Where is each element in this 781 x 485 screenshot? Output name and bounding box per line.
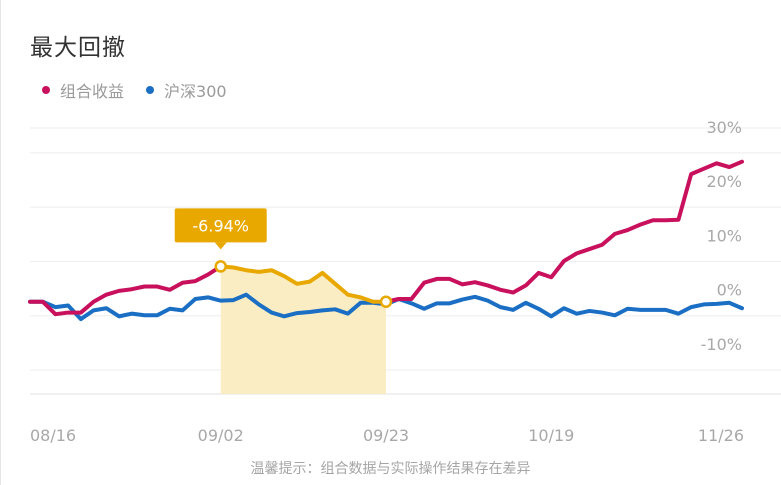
x-tick-label: 09/23: [363, 426, 409, 445]
drawdown-area: [220, 266, 386, 394]
left-divider: [0, 0, 1, 485]
drawdown-tooltip-pointer: [214, 242, 227, 250]
legend-dot-csi300: [146, 86, 155, 94]
legend-item-portfolio[interactable]: 组合收益: [42, 78, 124, 102]
y-tick-label: 20%: [706, 172, 742, 191]
drawdown-peak-marker: [214, 260, 227, 273]
legend-label-csi300: 沪深300: [164, 82, 227, 101]
y-tick-label: -10%: [701, 335, 742, 354]
chart-legend: 组合收益 沪深300: [42, 78, 249, 102]
series-line-portfolio: [384, 159, 744, 304]
footnote: 温馨提示：组合数据与实际操作结果存在差异: [250, 461, 531, 477]
legend-dot-portfolio: [42, 86, 50, 94]
x-tick-label: 09/02: [198, 426, 244, 445]
x-tick-label: 11/26: [698, 426, 744, 445]
drawdown-tooltip-label: -6.94%: [192, 216, 249, 235]
drawdown-trough-marker: [379, 295, 393, 308]
legend-label-portfolio: 组合收益: [60, 82, 125, 101]
series-line-portfolio: [28, 264, 223, 317]
y-tick-label: 30%: [706, 118, 742, 137]
legend-item-csi300[interactable]: 沪深300: [146, 78, 227, 102]
chart-title: 最大回撤: [30, 35, 126, 61]
y-tick-label: 10%: [706, 226, 742, 245]
y-tick-label: 0%: [717, 281, 742, 300]
series-line-drawdown: [218, 264, 388, 304]
x-tick-label: 08/16: [30, 426, 76, 445]
drawdown-tooltip-box: [174, 208, 267, 243]
x-tick-label: 10/19: [528, 426, 574, 445]
